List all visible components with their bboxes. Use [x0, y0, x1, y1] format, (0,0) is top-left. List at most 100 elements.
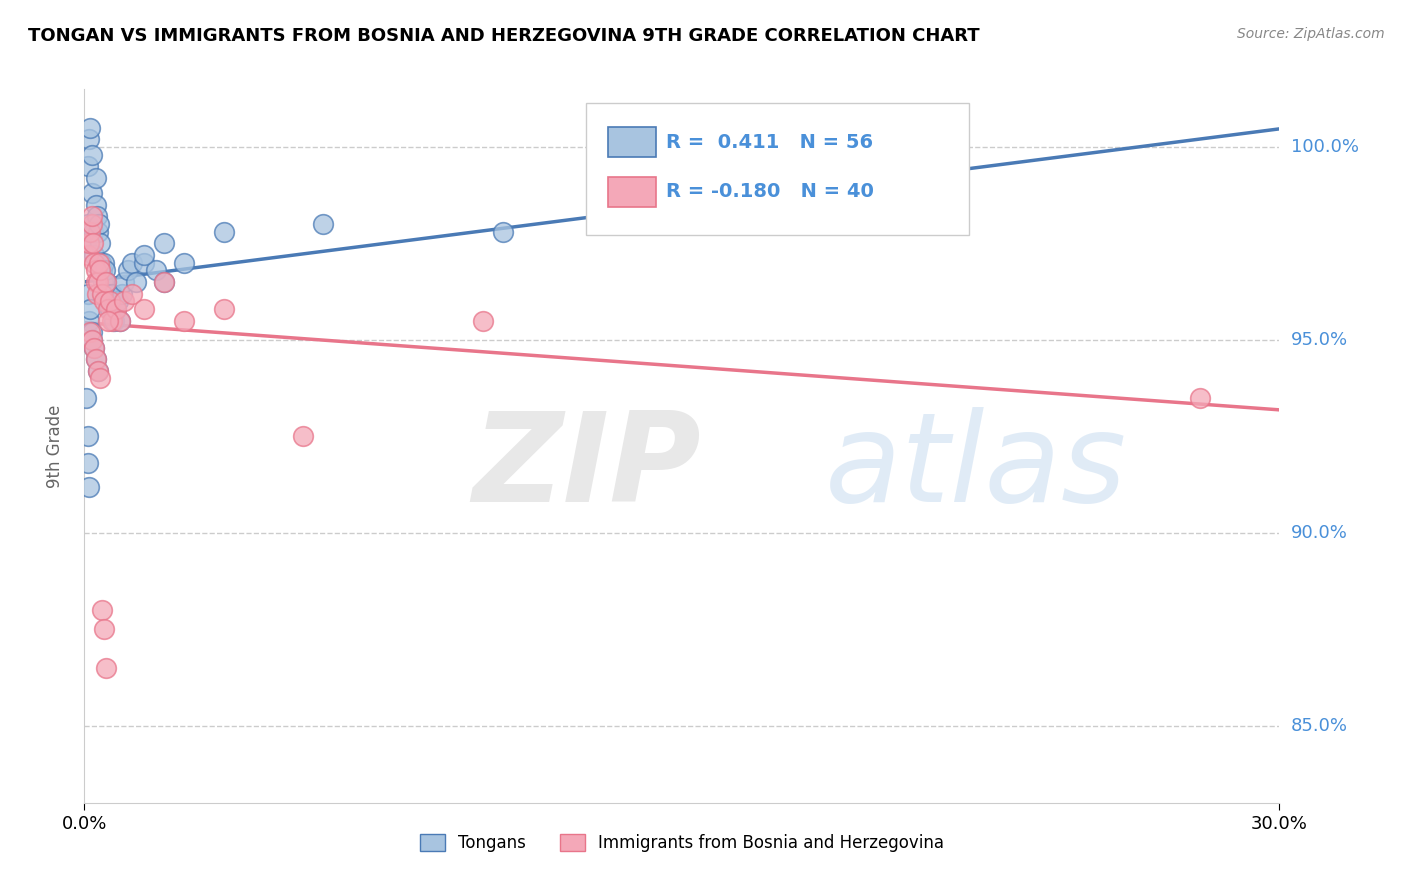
Point — [710, 210, 733, 224]
Point — [79, 301, 101, 316]
Point — [153, 275, 176, 289]
Point — [80, 148, 103, 162]
Point — [471, 313, 494, 327]
Point — [145, 263, 167, 277]
Point — [117, 263, 139, 277]
Point — [101, 313, 124, 327]
FancyBboxPatch shape — [607, 177, 655, 207]
Point — [77, 236, 100, 251]
Point — [89, 371, 111, 385]
Point — [98, 294, 121, 309]
Point — [86, 286, 108, 301]
Text: 90.0%: 90.0% — [1291, 524, 1347, 541]
Point — [75, 236, 97, 251]
Point — [80, 217, 103, 231]
Text: TONGAN VS IMMIGRANTS FROM BOSNIA AND HERZEGOVINA 9TH GRADE CORRELATION CHART: TONGAN VS IMMIGRANTS FROM BOSNIA AND HER… — [28, 27, 980, 45]
Point — [110, 313, 132, 327]
Point — [153, 275, 176, 289]
Point — [212, 301, 235, 316]
Point — [79, 225, 101, 239]
Point — [76, 248, 98, 262]
Text: 85.0%: 85.0% — [1291, 716, 1347, 735]
Point — [79, 120, 101, 135]
Point — [86, 275, 108, 289]
Point — [110, 313, 132, 327]
Point — [83, 256, 105, 270]
FancyBboxPatch shape — [586, 103, 969, 235]
Point — [77, 159, 100, 173]
Point — [97, 313, 120, 327]
Point — [112, 294, 135, 309]
Point — [82, 225, 104, 239]
Point — [492, 225, 515, 239]
Point — [101, 286, 124, 301]
Point — [96, 275, 118, 289]
Point — [79, 325, 101, 339]
Point — [111, 286, 134, 301]
Point — [93, 294, 115, 309]
Point — [89, 236, 111, 251]
Text: R = -0.180   N = 40: R = -0.180 N = 40 — [666, 183, 875, 202]
Text: 95.0%: 95.0% — [1291, 331, 1348, 349]
Point — [75, 391, 97, 405]
Point — [77, 132, 100, 146]
Point — [93, 256, 115, 270]
Point — [87, 275, 110, 289]
Text: Source: ZipAtlas.com: Source: ZipAtlas.com — [1237, 27, 1385, 41]
Point — [312, 217, 335, 231]
Point — [292, 429, 315, 443]
Point — [105, 301, 128, 316]
Text: 100.0%: 100.0% — [1291, 138, 1358, 156]
Point — [91, 603, 114, 617]
Point — [82, 333, 104, 347]
Point — [86, 170, 108, 185]
Point — [77, 479, 100, 493]
Point — [98, 301, 121, 316]
Point — [153, 236, 176, 251]
Point — [86, 210, 108, 224]
Point — [82, 236, 104, 251]
Point — [86, 352, 108, 367]
Point — [97, 294, 120, 309]
Point — [93, 275, 115, 289]
Point — [212, 225, 235, 239]
Point — [83, 341, 105, 355]
Point — [93, 622, 115, 636]
Point — [77, 456, 100, 470]
Point — [173, 256, 195, 270]
Y-axis label: 9th Grade: 9th Grade — [45, 404, 63, 488]
Point — [87, 225, 110, 239]
Point — [84, 198, 107, 212]
Point — [1188, 391, 1211, 405]
Text: R =  0.411   N = 56: R = 0.411 N = 56 — [666, 133, 873, 152]
Point — [90, 256, 112, 270]
Point — [77, 313, 100, 327]
Point — [91, 286, 114, 301]
Point — [76, 217, 98, 231]
Legend: Tongans, Immigrants from Bosnia and Herzegovina: Tongans, Immigrants from Bosnia and Herz… — [413, 827, 950, 859]
Point — [89, 217, 111, 231]
Point — [82, 186, 104, 201]
Point — [97, 301, 120, 316]
Point — [96, 661, 118, 675]
Point — [82, 333, 104, 347]
Point — [84, 263, 107, 277]
Point — [132, 248, 156, 262]
Text: ZIP: ZIP — [472, 407, 700, 528]
Point — [94, 263, 117, 277]
Point — [86, 352, 108, 367]
Point — [89, 256, 111, 270]
Point — [103, 313, 125, 327]
Point — [77, 286, 100, 301]
Point — [96, 275, 118, 289]
Point — [125, 275, 148, 289]
Point — [121, 256, 143, 270]
Point — [112, 275, 135, 289]
Point — [89, 263, 111, 277]
Point — [83, 248, 105, 262]
Point — [87, 364, 110, 378]
Text: atlas: atlas — [825, 407, 1128, 528]
Point — [132, 256, 156, 270]
Point — [105, 301, 128, 316]
Point — [76, 429, 98, 443]
